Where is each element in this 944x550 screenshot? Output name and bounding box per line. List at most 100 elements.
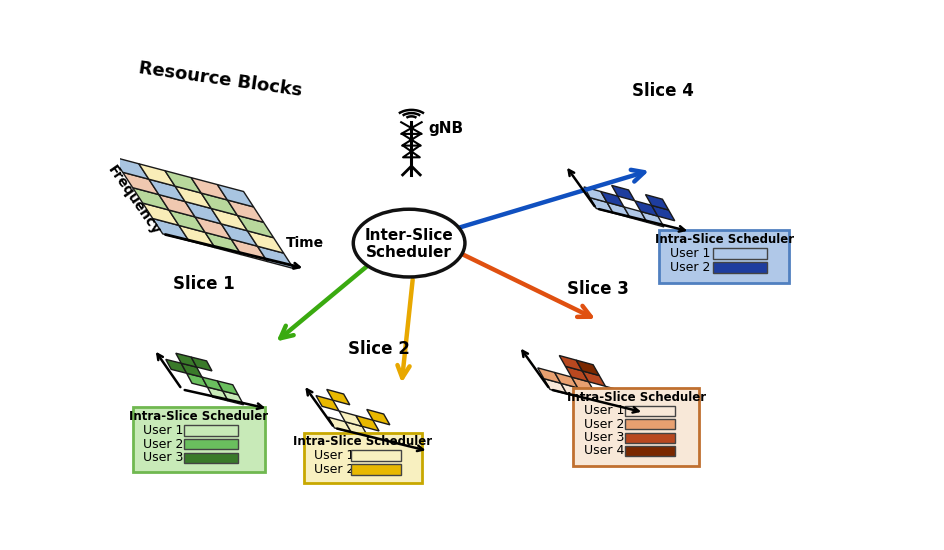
Polygon shape <box>641 212 664 227</box>
Polygon shape <box>559 355 582 371</box>
FancyBboxPatch shape <box>625 446 675 455</box>
Polygon shape <box>231 239 267 262</box>
Text: Intra-Slice Scheduler: Intra-Slice Scheduler <box>129 410 268 423</box>
Polygon shape <box>192 357 212 371</box>
Polygon shape <box>646 195 668 210</box>
Ellipse shape <box>353 209 465 277</box>
Polygon shape <box>228 200 263 222</box>
Text: User 1: User 1 <box>670 246 711 260</box>
Text: User 2: User 2 <box>584 417 624 431</box>
Polygon shape <box>571 377 595 393</box>
Text: User 1: User 1 <box>143 424 184 437</box>
Polygon shape <box>211 208 247 231</box>
Polygon shape <box>153 218 189 241</box>
Polygon shape <box>555 372 578 388</box>
Text: User 2: User 2 <box>314 463 355 476</box>
Polygon shape <box>192 178 228 200</box>
Polygon shape <box>584 187 607 202</box>
FancyBboxPatch shape <box>184 425 238 436</box>
Polygon shape <box>202 377 223 391</box>
Polygon shape <box>590 197 614 213</box>
Polygon shape <box>612 185 634 201</box>
Polygon shape <box>112 157 149 179</box>
FancyBboxPatch shape <box>304 432 422 483</box>
Polygon shape <box>624 207 647 222</box>
Polygon shape <box>544 378 567 394</box>
Polygon shape <box>139 164 175 186</box>
Polygon shape <box>217 381 238 395</box>
FancyBboxPatch shape <box>714 262 767 273</box>
Polygon shape <box>169 210 205 232</box>
Text: User 3: User 3 <box>584 431 624 444</box>
Polygon shape <box>561 383 584 399</box>
Polygon shape <box>217 185 254 207</box>
Polygon shape <box>201 193 237 216</box>
Polygon shape <box>159 195 195 217</box>
Text: User 3: User 3 <box>143 452 184 464</box>
Polygon shape <box>195 217 231 239</box>
Polygon shape <box>367 409 390 425</box>
Text: User 2: User 2 <box>143 438 184 450</box>
Polygon shape <box>181 363 202 377</box>
Text: Time: Time <box>286 236 324 250</box>
FancyBboxPatch shape <box>351 450 401 461</box>
FancyBboxPatch shape <box>351 464 401 475</box>
Polygon shape <box>165 170 201 193</box>
Polygon shape <box>208 387 228 401</box>
FancyBboxPatch shape <box>714 248 767 258</box>
FancyBboxPatch shape <box>625 406 675 416</box>
Text: Resource Blocks: Resource Blocks <box>138 59 303 100</box>
Polygon shape <box>187 373 208 387</box>
Text: User 2: User 2 <box>670 261 711 274</box>
Polygon shape <box>175 186 211 208</box>
Text: Slice 1: Slice 1 <box>173 275 234 293</box>
Polygon shape <box>176 353 196 367</box>
Text: User 1: User 1 <box>314 449 355 462</box>
Polygon shape <box>223 391 244 405</box>
Polygon shape <box>346 422 368 437</box>
Polygon shape <box>605 386 629 402</box>
Polygon shape <box>339 411 362 426</box>
FancyBboxPatch shape <box>625 432 675 443</box>
Polygon shape <box>538 368 561 383</box>
Text: Intra-Slice Scheduler: Intra-Slice Scheduler <box>566 390 706 404</box>
Polygon shape <box>607 202 630 218</box>
Polygon shape <box>237 216 274 238</box>
Text: Frequency: Frequency <box>105 163 163 238</box>
Polygon shape <box>582 371 605 386</box>
Text: Slice 4: Slice 4 <box>632 81 694 100</box>
Polygon shape <box>634 201 658 216</box>
Polygon shape <box>316 395 339 411</box>
FancyBboxPatch shape <box>625 420 675 430</box>
Text: Slice 2: Slice 2 <box>347 340 410 359</box>
Text: Intra-Slice Scheduler: Intra-Slice Scheduler <box>655 233 794 246</box>
Polygon shape <box>258 246 294 268</box>
FancyBboxPatch shape <box>133 407 265 472</box>
FancyBboxPatch shape <box>184 439 238 449</box>
Polygon shape <box>600 191 624 207</box>
Text: User 4: User 4 <box>584 444 624 456</box>
Polygon shape <box>143 203 178 225</box>
Polygon shape <box>327 389 350 405</box>
FancyBboxPatch shape <box>659 230 789 283</box>
Polygon shape <box>651 205 675 221</box>
Polygon shape <box>123 172 159 195</box>
FancyBboxPatch shape <box>184 453 238 463</box>
Polygon shape <box>221 224 258 246</box>
Polygon shape <box>205 232 242 255</box>
Text: Intra-Slice Scheduler: Intra-Slice Scheduler <box>294 435 432 448</box>
Polygon shape <box>133 188 169 210</box>
Text: Inter-Slice: Inter-Slice <box>364 228 453 243</box>
Text: Slice 3: Slice 3 <box>567 280 629 298</box>
Polygon shape <box>185 201 221 224</box>
Text: gNB: gNB <box>429 120 464 135</box>
Polygon shape <box>166 359 187 373</box>
Polygon shape <box>149 179 185 201</box>
Polygon shape <box>329 417 351 432</box>
Text: User 1: User 1 <box>584 404 624 417</box>
Polygon shape <box>565 366 588 382</box>
FancyBboxPatch shape <box>573 388 700 466</box>
Polygon shape <box>178 226 215 248</box>
Text: Scheduler: Scheduler <box>366 245 452 260</box>
Polygon shape <box>356 416 379 431</box>
